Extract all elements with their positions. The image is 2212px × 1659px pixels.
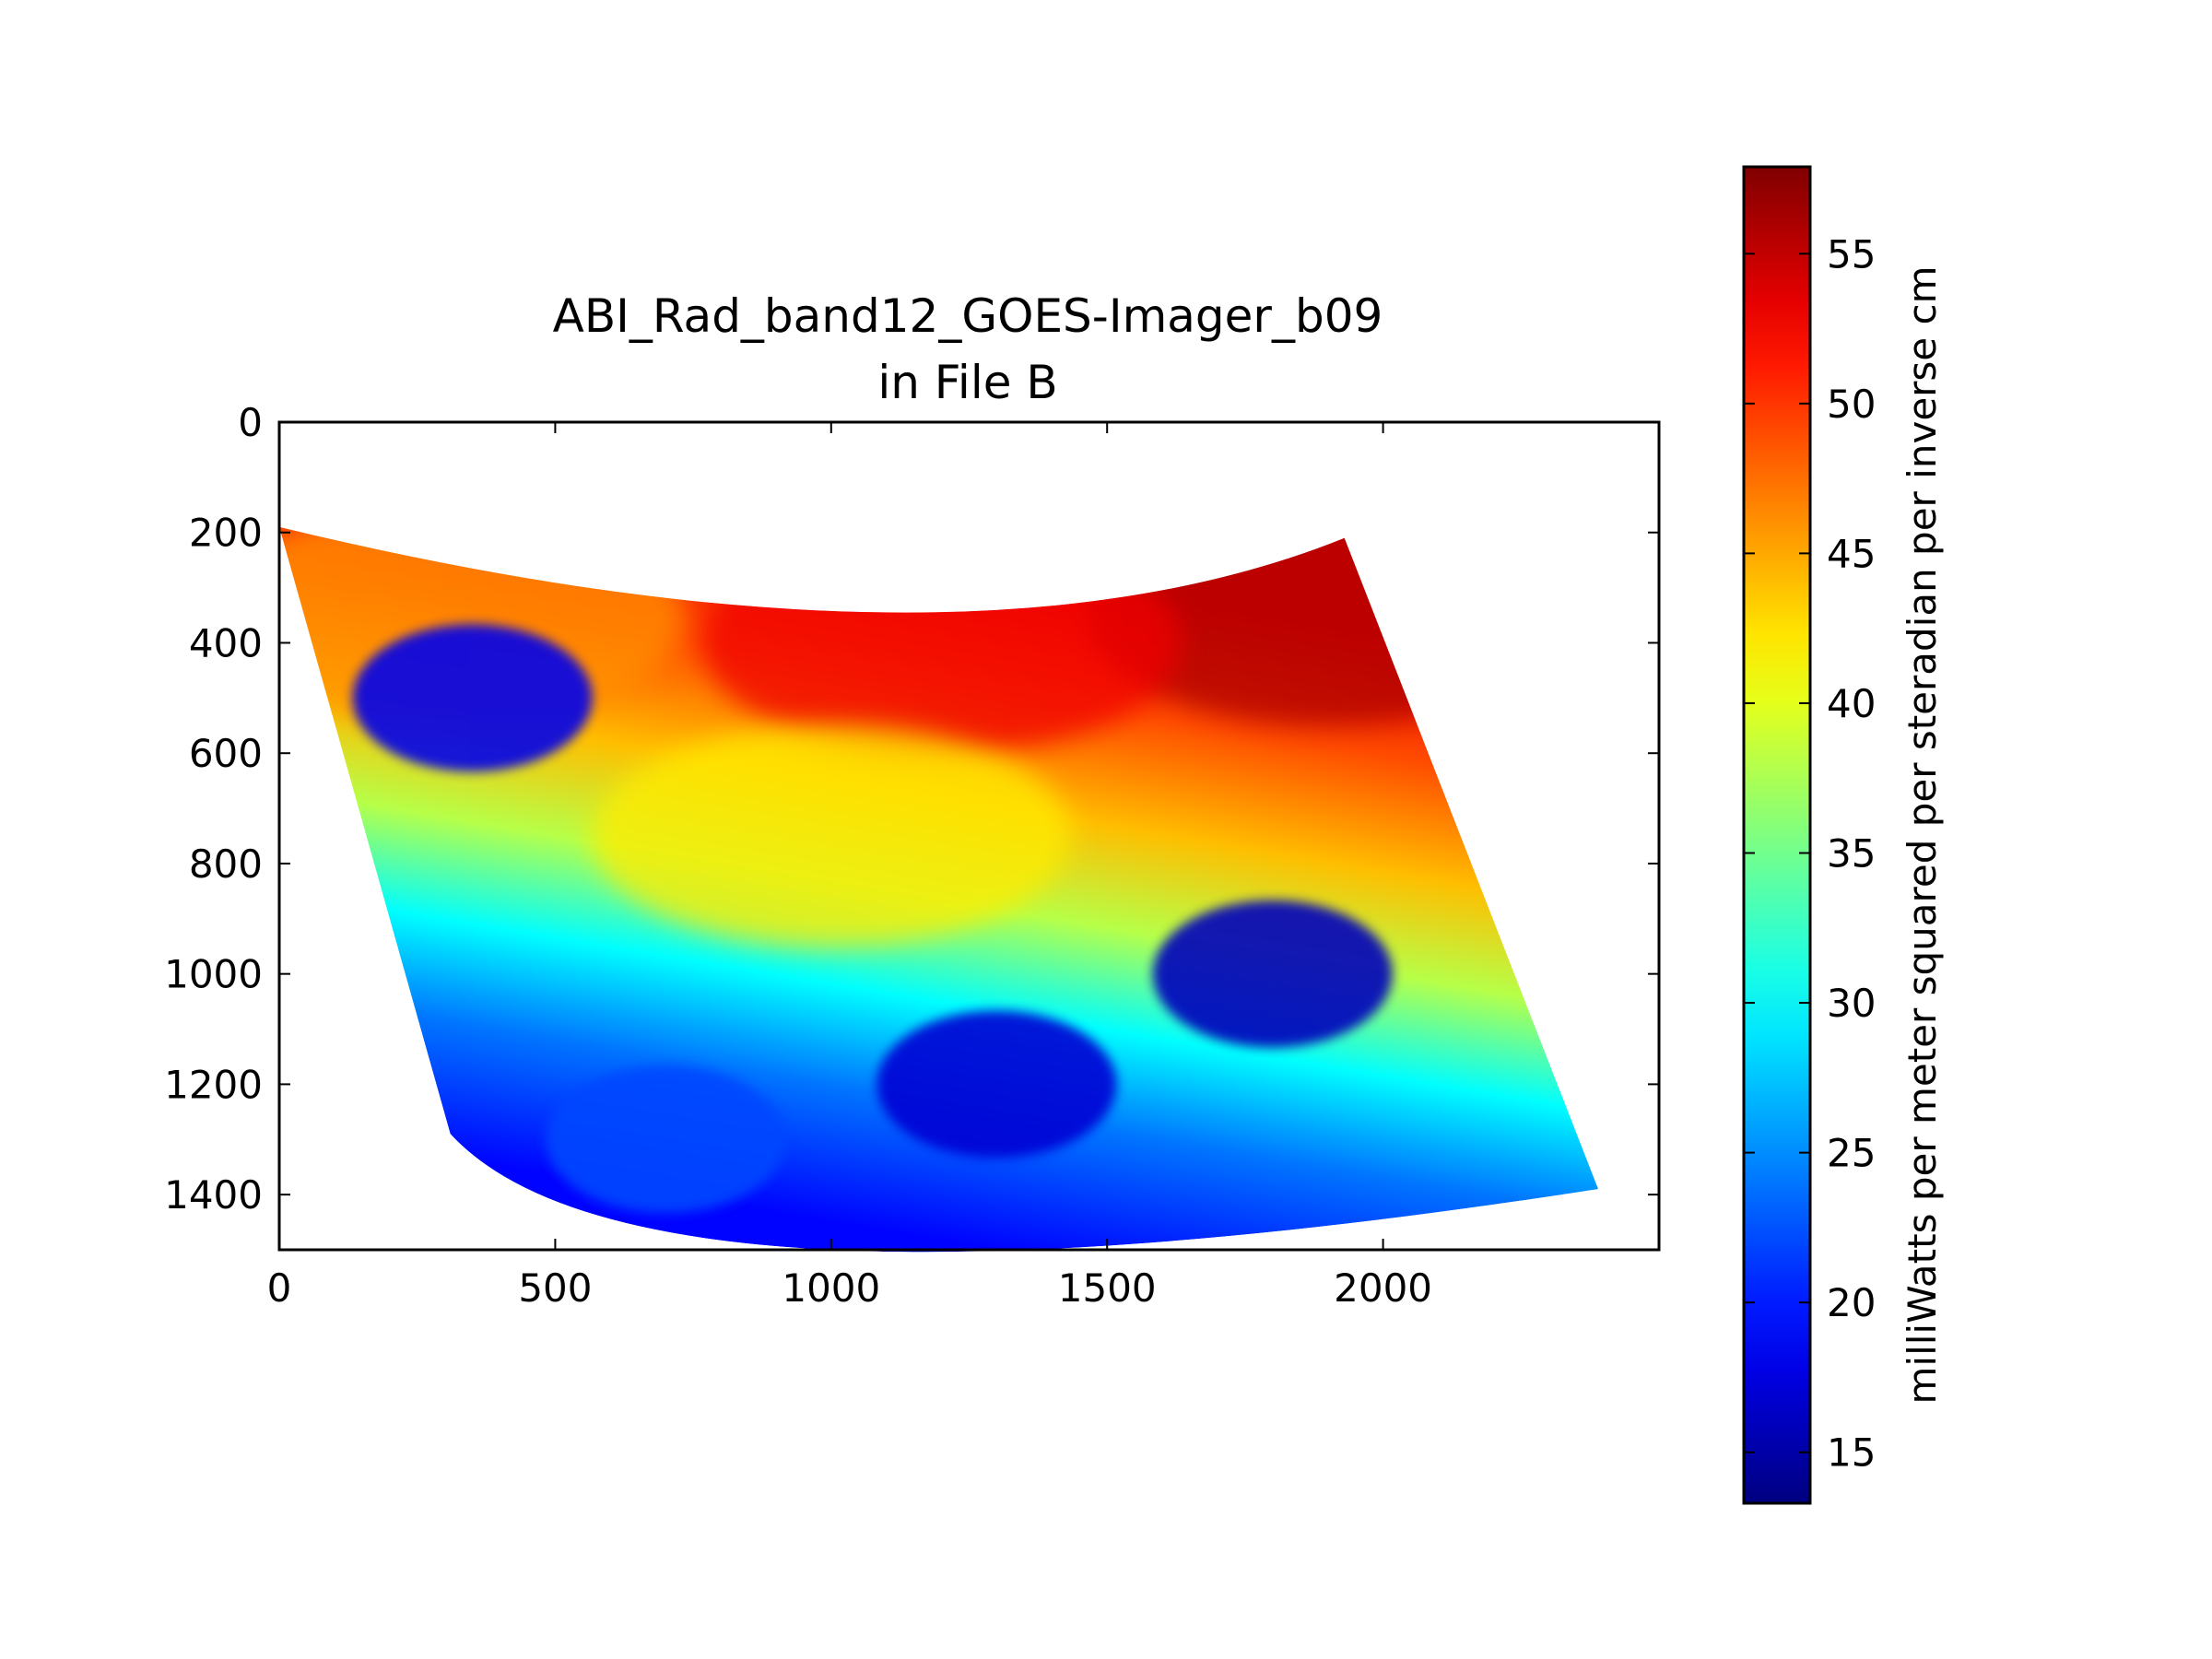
- radiance-feature: [591, 725, 1071, 947]
- x-tick-label: 2000: [1334, 1265, 1432, 1311]
- y-tick-label: 400: [189, 620, 263, 665]
- colorbar-tick-label: 15: [1827, 1430, 1876, 1476]
- radiance-feature: [877, 1010, 1117, 1159]
- x-tick-label: 500: [518, 1265, 592, 1311]
- chart-subtitle: in File B: [877, 356, 1057, 409]
- colorbar-label: milliWatts per meter squared per steradi…: [1900, 265, 1945, 1404]
- colorbar: 15 20 25 30 35 40 45 50 55 milliWatts per meter …: [1742, 165, 1945, 1505]
- plot-frame: [277, 420, 1661, 1252]
- colorbar-tick-label: 30: [1827, 981, 1876, 1026]
- colorbar-tick-label: 25: [1827, 1131, 1876, 1176]
- colorbar-tick-label: 45: [1827, 531, 1876, 576]
- y-tick-label: 1400: [164, 1172, 263, 1218]
- y-tick-label: 0: [238, 400, 263, 445]
- y-tick-label: 1000: [164, 952, 263, 997]
- colorbar-tick-label: 55: [1827, 231, 1876, 276]
- colorbar-tick-label: 35: [1827, 831, 1876, 877]
- x-tick-label: 1000: [782, 1265, 880, 1311]
- y-tick-label: 800: [189, 841, 263, 887]
- colorbar-gradient: [1742, 165, 1812, 1505]
- radiance-feature: [352, 624, 593, 772]
- colorbar-tick-label: 20: [1827, 1280, 1876, 1325]
- y-tick-label: 1200: [164, 1062, 263, 1107]
- colorbar-tick-label: 40: [1827, 681, 1876, 726]
- y-tick-label: 200: [189, 511, 263, 556]
- chart-title: ABI_Rad_band12_GOES-Imager_b09: [553, 289, 1383, 343]
- radiance-feature: [701, 532, 1182, 754]
- x-tick-label: 0: [267, 1265, 292, 1311]
- plot-area: 0 500 1000 1500 2000 0 200 400 600 800 1000 1200 14…: [164, 400, 1661, 1311]
- colorbar-tick-label: 50: [1827, 382, 1876, 427]
- y-tick-label: 600: [189, 731, 263, 776]
- x-tick-label: 1500: [1058, 1265, 1157, 1311]
- radiance-feature: [1152, 900, 1393, 1048]
- radiance-feature: [546, 1065, 786, 1214]
